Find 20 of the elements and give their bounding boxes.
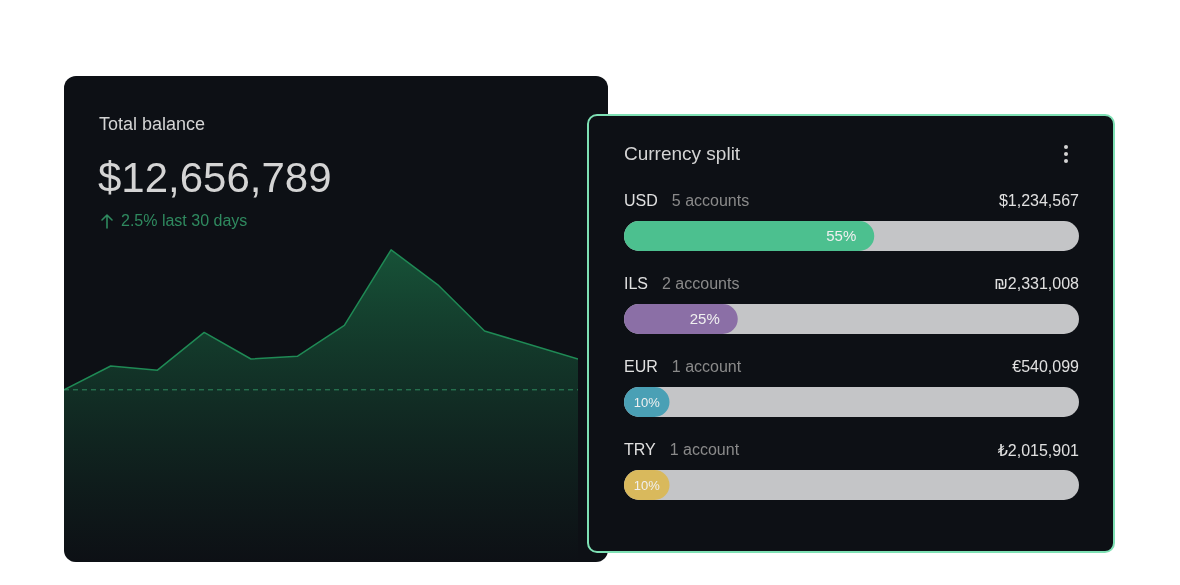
annotation: 5 accounts: [671, 192, 750, 210]
annotation: 1 account: [669, 441, 740, 459]
data-label: 25%: [689, 309, 720, 327]
data-label: 55%: [826, 226, 857, 244]
data-label: 10%: [633, 394, 661, 410]
annotation: ₪2,331,008: [994, 275, 1079, 293]
category-label: EUR: [624, 358, 658, 375]
text: 2.5% last 30 days: [121, 212, 248, 230]
category-label: ILS: [624, 275, 649, 292]
category-label: TRY: [624, 441, 656, 458]
annotation: 2 accounts: [662, 275, 740, 293]
chart-subtitle: $12,656,789: [98, 154, 332, 202]
annotation: 1 account: [671, 358, 742, 376]
annotation: $1,234,567: [998, 192, 1079, 210]
data-label: 10%: [633, 477, 661, 493]
category-label: USD: [624, 192, 658, 209]
chart-title: Total balance: [99, 114, 206, 135]
annotation: €540,099: [1012, 358, 1079, 376]
annotation: ₺2,015,901: [997, 440, 1079, 460]
chart-title: Currency split: [624, 143, 741, 165]
